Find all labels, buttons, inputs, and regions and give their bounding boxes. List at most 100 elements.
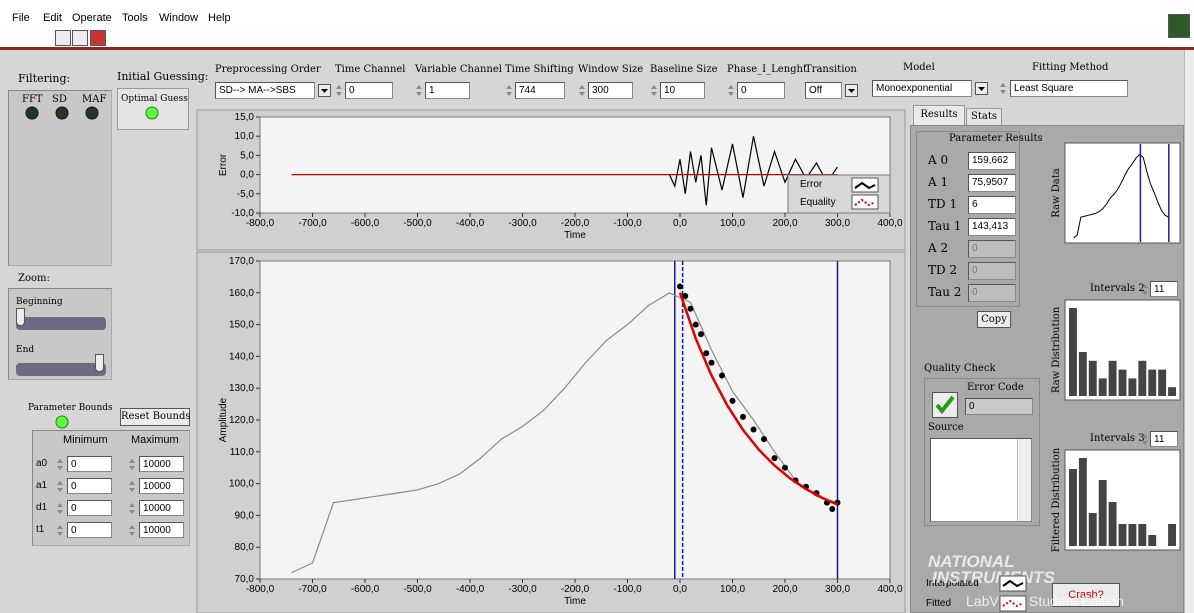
model-label: Model — [903, 62, 935, 73]
menu-item[interactable]: Help — [208, 12, 231, 24]
bound-max[interactable]: 10000 — [139, 478, 184, 494]
menu-item[interactable]: Edit — [43, 12, 62, 24]
menu-item[interactable]: Tools — [122, 12, 148, 24]
intervals-value[interactable]: 11 — [1150, 431, 1178, 447]
fitting-method-value[interactable]: Least Square — [1010, 80, 1128, 97]
result-value: 6 — [968, 196, 1016, 214]
bound-max[interactable]: 10000 — [139, 500, 184, 516]
x-tick-label: 400,0 — [877, 218, 902, 229]
y-tick-label: 5,0 — [240, 150, 254, 161]
control-value[interactable]: 0 — [737, 82, 785, 99]
legend-label: Error — [800, 179, 823, 190]
data-point — [687, 305, 694, 312]
data-point — [829, 506, 836, 513]
bound-name: d1 — [36, 502, 48, 513]
plot-area — [259, 116, 891, 214]
graph-panel — [196, 109, 906, 251]
toolbar-button[interactable] — [90, 30, 106, 46]
menu-bar — [0, 0, 1194, 50]
bound-min[interactable]: 0 — [67, 500, 112, 516]
control-label: Preprocessing Order — [215, 64, 321, 75]
intervals-label: Intervals 2 — [1090, 283, 1145, 294]
filtering-label: Filtering: — [18, 72, 71, 85]
data-point — [703, 350, 710, 357]
legend-label: Equality — [800, 197, 836, 208]
menu-item[interactable]: File — [12, 12, 30, 24]
toolbar-button[interactable] — [55, 30, 71, 46]
copy-button[interactable]: Copy — [977, 311, 1011, 328]
data-point — [792, 477, 799, 484]
control-label: Phase_I_Lenght — [727, 64, 807, 75]
slider-thumb[interactable] — [95, 354, 104, 372]
source-scrollbar[interactable] — [1017, 439, 1031, 521]
x-tick-label: 300,0 — [825, 218, 850, 229]
ring-button[interactable] — [318, 84, 331, 97]
bound-max[interactable]: 10000 — [139, 522, 184, 538]
zoom-label: Zoom: — [18, 273, 50, 284]
x-axis-label: Time — [564, 230, 586, 241]
x-tick-label: -600,0 — [351, 584, 380, 595]
slider-track[interactable] — [16, 317, 106, 330]
led-on — [55, 415, 69, 429]
control-label: Variable Channel — [415, 64, 502, 75]
plot-legend-label: Fitted — [926, 598, 952, 609]
y-axis-label: Amplitude — [218, 397, 229, 442]
results-title: Parameter Results — [949, 133, 1043, 144]
result-value: 143,413 — [968, 218, 1016, 236]
x-tick-label: 300,0 — [825, 584, 850, 595]
bound-min[interactable]: 0 — [67, 478, 112, 494]
control-value[interactable]: 10 — [660, 82, 705, 99]
menu-item[interactable]: Window — [159, 12, 199, 24]
result-value: 75,9507 — [968, 174, 1016, 192]
slider-track[interactable] — [16, 363, 106, 376]
error-code-value: 0 — [965, 398, 1033, 415]
result-value: 0 — [968, 284, 1016, 302]
y-tick-label: 100,0 — [229, 479, 254, 490]
data-point — [824, 499, 830, 506]
data-point — [708, 359, 715, 366]
model-value[interactable]: Monoexponential — [872, 80, 972, 97]
x-tick-label: -400,0 — [456, 584, 485, 595]
ring-button[interactable] — [845, 84, 858, 97]
ring-button[interactable] — [975, 82, 988, 95]
control-label: Time Channel — [335, 64, 406, 75]
y-tick-label: 160,0 — [229, 288, 254, 299]
control-value[interactable]: 744 — [515, 82, 565, 99]
result-name: A 1 — [928, 175, 949, 189]
slider-thumb[interactable] — [16, 308, 25, 326]
data-point — [692, 321, 699, 328]
toolbar-button[interactable] — [72, 30, 88, 46]
source-box — [930, 438, 1032, 522]
end-label: End — [16, 345, 35, 355]
control-value[interactable]: 1 — [425, 82, 470, 99]
check-button[interactable] — [932, 392, 958, 418]
x-tick-label: 400,0 — [877, 584, 902, 595]
result-value: 0 — [968, 262, 1016, 280]
reset-bounds-button[interactable]: Reset Bounds — [120, 408, 190, 426]
y-tick-label: 90,0 — [235, 510, 255, 521]
bound-min[interactable]: 0 — [67, 456, 112, 472]
y-tick-label: 80,0 — [235, 542, 255, 553]
control-value[interactable]: 300 — [588, 82, 633, 99]
bound-min[interactable]: 0 — [67, 522, 112, 538]
tab-stats[interactable]: Stats — [966, 108, 1002, 126]
control-value[interactable]: SD--> MA-->SBS — [215, 82, 315, 99]
bound-max[interactable]: 10000 — [139, 456, 184, 472]
menu-item[interactable]: Operate — [72, 12, 112, 24]
intervals-value[interactable]: 11 — [1150, 281, 1178, 297]
initial-guessing-label: Initial Guessing: — [117, 70, 209, 83]
control-value[interactable]: Off — [805, 82, 842, 99]
series-line — [668, 136, 838, 206]
crash-button[interactable]: Crash? — [1052, 583, 1120, 607]
result-name: A 2 — [928, 241, 949, 255]
x-tick-label: -600,0 — [351, 218, 380, 229]
result-value: 159,662 — [968, 152, 1016, 170]
x-tick-label: 100,0 — [720, 584, 745, 595]
tab-results[interactable]: Results — [913, 105, 965, 126]
fitting-method-label: Fitting Method — [1032, 62, 1109, 73]
control-value[interactable]: 0 — [345, 82, 393, 99]
y-tick-label: 15,0 — [235, 112, 255, 123]
data-point — [813, 490, 820, 497]
bounds-header: Maximum — [131, 434, 179, 446]
x-tick-label: -200,0 — [561, 584, 590, 595]
